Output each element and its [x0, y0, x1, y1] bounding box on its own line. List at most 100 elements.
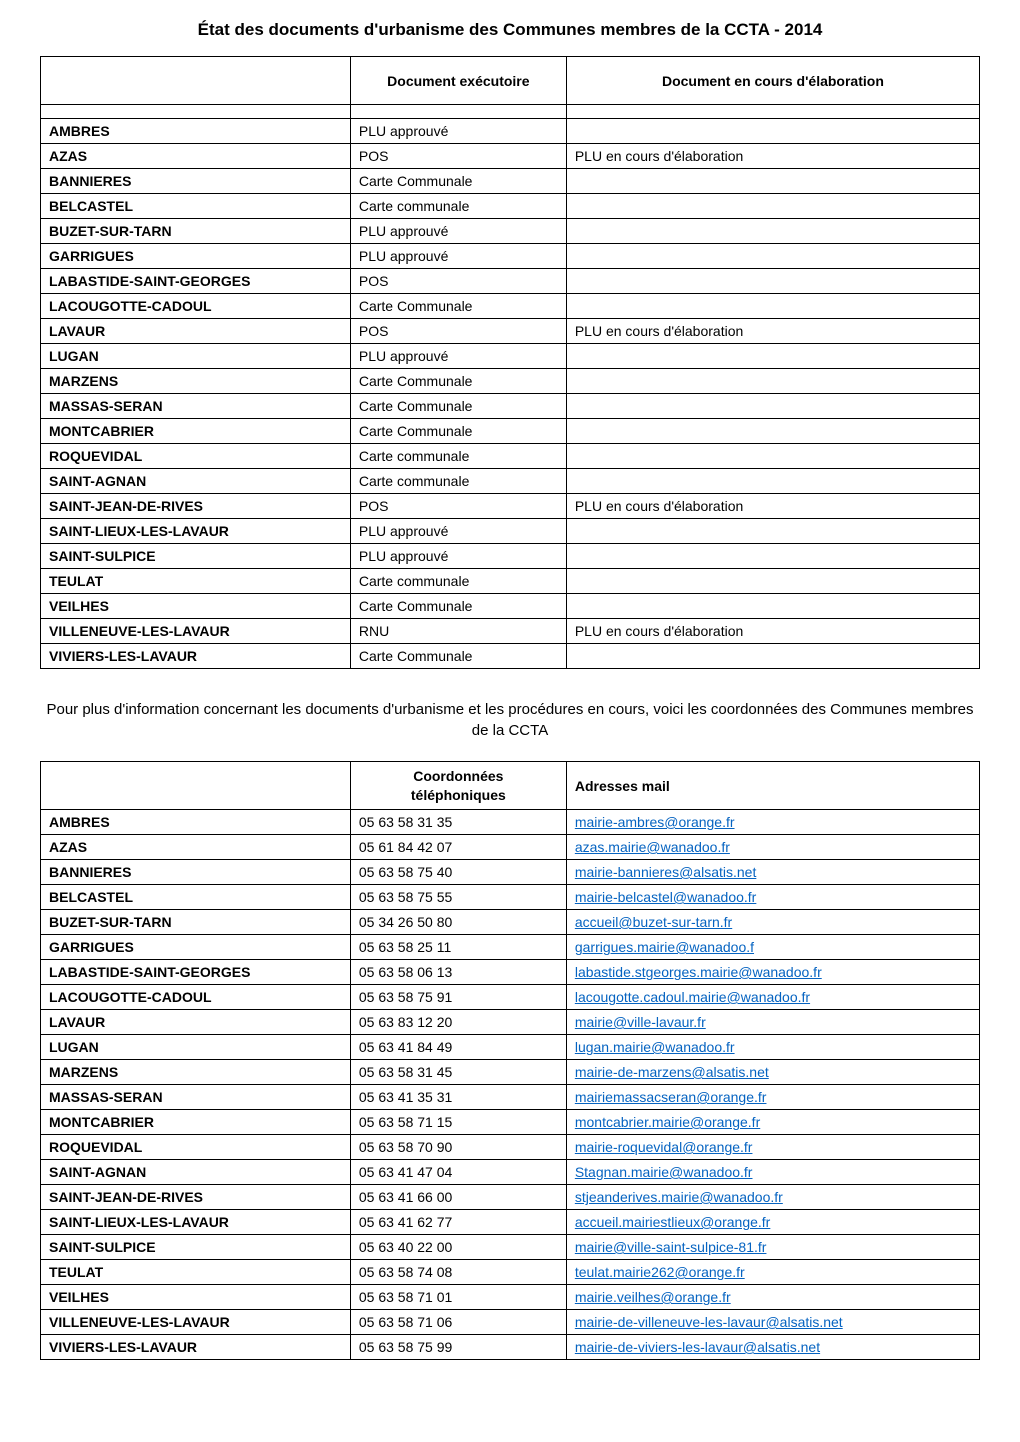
table-row: BELCASTEL05 63 58 75 55mairie-belcastel@… — [41, 885, 980, 910]
document-executoire-cell: Carte Communale — [350, 394, 566, 419]
mail-link[interactable]: mairie-bannieres@alsatis.net — [575, 864, 757, 880]
phone-cell: 05 63 58 71 15 — [350, 1110, 566, 1135]
commune-cell: TEULAT — [41, 569, 351, 594]
header-commune — [41, 762, 351, 810]
header-doc-executoire: Document exécutoire — [350, 57, 566, 105]
table-row: AMBRESPLU approuvé — [41, 119, 980, 144]
table-row: SAINT-SULPICEPLU approuvé — [41, 544, 980, 569]
table-header-row: Document exécutoire Document en cours d'… — [41, 57, 980, 105]
document-elaboration-cell — [566, 394, 979, 419]
commune-cell: LABASTIDE-SAINT-GEORGES — [41, 269, 351, 294]
phone-cell: 05 63 58 71 06 — [350, 1310, 566, 1335]
document-elaboration-cell — [566, 444, 979, 469]
commune-cell: SAINT-SULPICE — [41, 544, 351, 569]
document-executoire-cell: Carte Communale — [350, 419, 566, 444]
table-row: BELCASTELCarte communale — [41, 194, 980, 219]
commune-cell: MASSAS-SERAN — [41, 394, 351, 419]
document-elaboration-cell — [566, 519, 979, 544]
document-elaboration-cell — [566, 569, 979, 594]
mail-link[interactable]: azas.mairie@wanadoo.fr — [575, 839, 730, 855]
phone-cell: 05 61 84 42 07 — [350, 835, 566, 860]
mail-link[interactable]: mairiemassacseran@orange.fr — [575, 1089, 767, 1105]
commune-cell: GARRIGUES — [41, 935, 351, 960]
mail-cell: mairiemassacseran@orange.fr — [566, 1085, 979, 1110]
mail-link[interactable]: stjeanderives.mairie@wanadoo.fr — [575, 1189, 783, 1205]
mail-cell: lugan.mairie@wanadoo.fr — [566, 1035, 979, 1060]
table-row: LACOUGOTTE-CADOUL05 63 58 75 91lacougott… — [41, 985, 980, 1010]
mail-link[interactable]: accueil@buzet-sur-tarn.fr — [575, 914, 732, 930]
mail-link[interactable]: mairie-de-villeneuve-les-lavaur@alsatis.… — [575, 1314, 843, 1330]
mail-link[interactable]: mairie-belcastel@wanadoo.fr — [575, 889, 757, 905]
mail-link[interactable]: lacougotte.cadoul.mairie@wanadoo.fr — [575, 989, 810, 1005]
commune-cell: VEILHES — [41, 1285, 351, 1310]
phone-cell: 05 63 58 31 45 — [350, 1060, 566, 1085]
phone-cell: 05 34 26 50 80 — [350, 910, 566, 935]
mail-link[interactable]: montcabrier.mairie@orange.fr — [575, 1114, 760, 1130]
commune-cell: MARZENS — [41, 1060, 351, 1085]
documents-table: Document exécutoire Document en cours d'… — [40, 56, 980, 669]
document-elaboration-cell: PLU en cours d'élaboration — [566, 619, 979, 644]
mail-link[interactable]: mairie@ville-lavaur.fr — [575, 1014, 706, 1030]
commune-cell: LACOUGOTTE-CADOUL — [41, 985, 351, 1010]
mail-link[interactable]: labastide.stgeorges.mairie@wanadoo.fr — [575, 964, 822, 980]
table-header-row: Coordonnées téléphoniques Adresses mail — [41, 762, 980, 810]
commune-cell: GARRIGUES — [41, 244, 351, 269]
mail-link[interactable]: mairie-roquevidal@orange.fr — [575, 1139, 753, 1155]
table-row: SAINT-JEAN-DE-RIVES05 63 41 66 00stjeand… — [41, 1185, 980, 1210]
document-elaboration-cell — [566, 119, 979, 144]
commune-cell: AMBRES — [41, 119, 351, 144]
table-row: SAINT-AGNAN05 63 41 47 04Stagnan.mairie@… — [41, 1160, 980, 1185]
table-row: LACOUGOTTE-CADOULCarte Communale — [41, 294, 980, 319]
document-executoire-cell: Carte Communale — [350, 294, 566, 319]
table-row: MONTCABRIER05 63 58 71 15montcabrier.mai… — [41, 1110, 980, 1135]
commune-cell: VILLENEUVE-LES-LAVAUR — [41, 619, 351, 644]
mail-link[interactable]: Stagnan.mairie@wanadoo.fr — [575, 1164, 753, 1180]
document-executoire-cell: POS — [350, 494, 566, 519]
phone-cell: 05 63 58 75 55 — [350, 885, 566, 910]
commune-cell: SAINT-JEAN-DE-RIVES — [41, 1185, 351, 1210]
phone-cell: 05 63 58 74 08 — [350, 1260, 566, 1285]
commune-cell: LAVAUR — [41, 319, 351, 344]
mail-cell: lacougotte.cadoul.mairie@wanadoo.fr — [566, 985, 979, 1010]
document-elaboration-cell — [566, 594, 979, 619]
table-row: BUZET-SUR-TARN05 34 26 50 80accueil@buze… — [41, 910, 980, 935]
mail-link[interactable]: mairie.veilhes@orange.fr — [575, 1289, 731, 1305]
table-row: MASSAS-SERAN05 63 41 35 31mairiemassacse… — [41, 1085, 980, 1110]
mail-cell: mairie-de-marzens@alsatis.net — [566, 1060, 979, 1085]
document-executoire-cell: PLU approuvé — [350, 344, 566, 369]
document-executoire-cell: Carte communale — [350, 444, 566, 469]
phone-cell: 05 63 41 35 31 — [350, 1085, 566, 1110]
header-doc-elaboration: Document en cours d'élaboration — [566, 57, 979, 105]
commune-cell: AZAS — [41, 835, 351, 860]
document-elaboration-cell — [566, 244, 979, 269]
commune-cell: LAVAUR — [41, 1010, 351, 1035]
document-elaboration-cell — [566, 419, 979, 444]
commune-cell: SAINT-SULPICE — [41, 1235, 351, 1260]
mail-link[interactable]: lugan.mairie@wanadoo.fr — [575, 1039, 735, 1055]
mail-link[interactable]: mairie-ambres@orange.fr — [575, 814, 735, 830]
mail-cell: garrigues.mairie@wanadoo.f — [566, 935, 979, 960]
mail-cell: teulat.mairie262@orange.fr — [566, 1260, 979, 1285]
table-row: ROQUEVIDAL05 63 58 70 90mairie-roquevida… — [41, 1135, 980, 1160]
mail-link[interactable]: mairie-de-viviers-les-lavaur@alsatis.net — [575, 1339, 820, 1355]
mail-link[interactable]: garrigues.mairie@wanadoo.f — [575, 939, 754, 955]
phone-cell: 05 63 41 62 77 — [350, 1210, 566, 1235]
table-row: AZASPOSPLU en cours d'élaboration — [41, 144, 980, 169]
document-executoire-cell: PLU approuvé — [350, 244, 566, 269]
phone-cell: 05 63 58 71 01 — [350, 1285, 566, 1310]
document-elaboration-cell — [566, 344, 979, 369]
mail-link[interactable]: accueil.mairiestlieux@orange.fr — [575, 1214, 771, 1230]
mail-link[interactable]: teulat.mairie262@orange.fr — [575, 1264, 745, 1280]
table-row: LABASTIDE-SAINT-GEORGESPOS — [41, 269, 980, 294]
document-elaboration-cell — [566, 369, 979, 394]
mail-cell: accueil.mairiestlieux@orange.fr — [566, 1210, 979, 1235]
mail-link[interactable]: mairie-de-marzens@alsatis.net — [575, 1064, 769, 1080]
mail-cell: mairie.veilhes@orange.fr — [566, 1285, 979, 1310]
contacts-table: Coordonnées téléphoniques Adresses mail … — [40, 761, 980, 1360]
document-executoire-cell: Carte communale — [350, 569, 566, 594]
table-row: MONTCABRIERCarte Communale — [41, 419, 980, 444]
document-elaboration-cell: PLU en cours d'élaboration — [566, 494, 979, 519]
table-row: SAINT-LIEUX-LES-LAVAUR 05 63 41 62 77acc… — [41, 1210, 980, 1235]
mail-link[interactable]: mairie@ville-saint-sulpice-81.fr — [575, 1239, 767, 1255]
commune-cell: LUGAN — [41, 344, 351, 369]
